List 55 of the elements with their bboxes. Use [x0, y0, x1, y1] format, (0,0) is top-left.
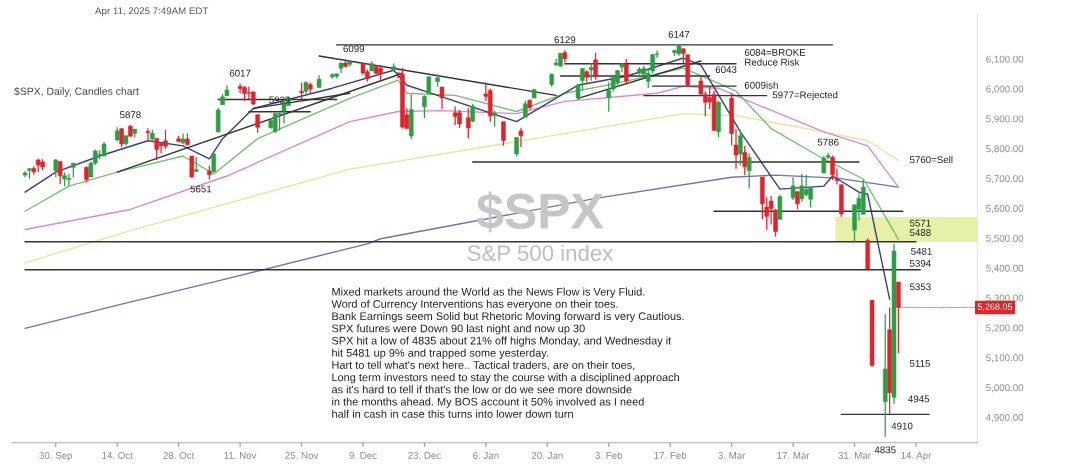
y-tick-label: 6,000.00 [986, 85, 1024, 94]
annotation: 4910 [891, 422, 913, 430]
x-tick-label: 25. Nov [285, 452, 319, 459]
annotation: 6129 [554, 36, 576, 44]
x-tick-label: 17. Mar [777, 452, 810, 459]
x-tick-label: 3. Mar [718, 452, 746, 459]
x-tick-label: 17. Feb [654, 451, 687, 459]
annotation: 5571 [909, 219, 931, 227]
y-tick-label: 5,200.00 [986, 324, 1024, 333]
x-tick-label: 3. Feb [595, 451, 623, 459]
annotation: 6084=BROKE Reduce Risk [744, 49, 806, 66]
x-tick-label: 30. Sep [39, 452, 73, 461]
x-tick-label: 9. Dec [349, 452, 377, 459]
annotation: 5760=Sell [909, 155, 953, 164]
y-tick-label: 5,700.00 [986, 175, 1024, 184]
annotation: 5878 [119, 111, 141, 119]
annotation: 4945 [908, 395, 930, 403]
x-tick-label: 11. Nov [224, 452, 257, 459]
x-tick-label: 6. Jan [473, 452, 499, 459]
x-tick-label: 14. Apr [901, 452, 932, 461]
y-tick-label: 5,000.00 [986, 384, 1024, 393]
y-tick-label: 4,900.00 [985, 414, 1024, 423]
annotation: 5488 [909, 229, 931, 236]
annotation: 6017 [229, 69, 251, 77]
y-tick-label: 5,100.00 [986, 354, 1024, 363]
x-tick-label: 20. Jan [531, 452, 563, 459]
annotation: 5786 [817, 138, 839, 146]
annotation: 5651 [190, 185, 212, 193]
annotation: 6147 [668, 30, 690, 38]
y-tick-label: 5,900.00 [986, 115, 1024, 124]
y-tick-label: 6,100.00 [986, 55, 1024, 64]
y-tick-label: 5,800.00 [986, 145, 1024, 154]
annotation: 5923 [269, 96, 290, 104]
annotation: 5,268.05 [977, 303, 1013, 311]
annotation: 6099 [343, 45, 365, 53]
x-tick-label: 28. Oct [163, 452, 195, 459]
annotation: 5353 [909, 283, 931, 291]
text: Mixed markets around the World as the News Flow is Very Fluid. Word of Currency Interventions has everyone on their toes. Bank Earnings seem Solid but Rhetoric Moving forward is very Cautious. SPX futures were Down 90 last night and now up 30 SPX hit a low of 4835 about 21% off highs Monday, and Wednesday it hit 5481 up 9% and trapped some yesterday. Hart to tell what's next here.. Tactical traders, are on their toes, Long term investors need to stay the course with a disciplined approach as it's hard to tell if that's the low or do we see more downside in the months ahead. My BOS account it 50% involved as I need half in cash in case this turns into lower down turn [331, 287, 684, 418]
annotation: 6043 [715, 66, 737, 74]
annotation: 5394 [909, 259, 931, 267]
annotation: Apr 11, 2025 7:49AM EDT [95, 7, 209, 17]
x-tick-label: 14. Oct [102, 452, 133, 459]
text: S&P 500 index [467, 244, 614, 261]
annotation: 6009ish [744, 81, 778, 89]
y-tick-label: 5,400.00 [986, 264, 1024, 273]
y-tick-label: 5,600.00 [986, 205, 1024, 214]
annotation: 5115 [909, 360, 931, 367]
x-tick-label: 23. Dec [408, 452, 441, 459]
y-tick-label: 5,300.00 [986, 294, 1024, 303]
x-tick-label: 31. Mar [838, 452, 871, 459]
annotation: 4835 [874, 446, 896, 454]
annotation: 5977=Rejected [772, 91, 838, 101]
annotation: 5481 [911, 247, 932, 255]
annotation: $SPX, Daily, Candles chart [14, 87, 139, 98]
y-tick-label: 5,500.00 [986, 234, 1024, 243]
